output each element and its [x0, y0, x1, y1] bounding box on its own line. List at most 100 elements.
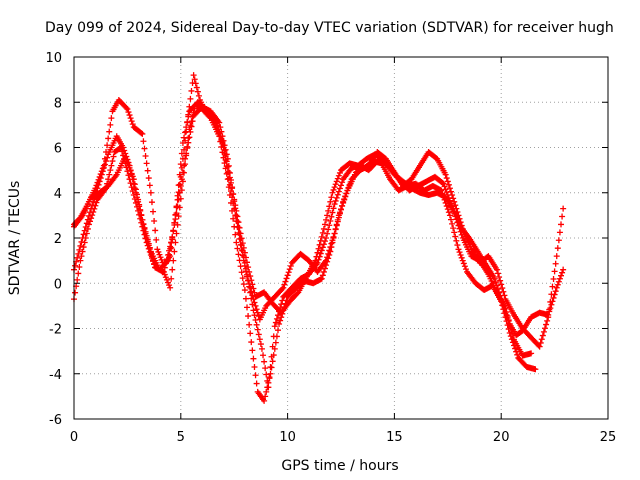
data-point — [450, 225, 457, 232]
data-point — [324, 258, 331, 265]
data-point — [98, 171, 105, 178]
data-point — [269, 358, 276, 365]
data-point — [219, 133, 226, 140]
data-point — [190, 72, 197, 79]
data-point — [558, 272, 565, 279]
data-point — [244, 304, 251, 311]
data-point — [263, 388, 270, 395]
data-point — [108, 115, 115, 122]
data-point — [187, 95, 194, 102]
data-point — [546, 306, 553, 313]
data-point — [315, 245, 322, 252]
data-point — [284, 272, 291, 279]
data-point — [328, 194, 335, 201]
data-point — [329, 189, 336, 196]
data-point — [509, 332, 516, 339]
data-point — [294, 290, 301, 297]
data-point — [252, 302, 259, 309]
y-tick-label: 4 — [54, 187, 62, 202]
data-point — [252, 317, 259, 324]
data-point — [341, 196, 348, 203]
data-point — [549, 283, 556, 290]
data-point — [451, 198, 458, 205]
data-point — [95, 181, 102, 188]
data-point — [461, 263, 468, 270]
data-point — [132, 186, 139, 193]
data-point — [248, 288, 255, 295]
data-point — [249, 347, 256, 354]
data-point — [547, 298, 554, 305]
series-track-c — [71, 101, 539, 404]
data-point — [249, 301, 256, 308]
data-point — [545, 314, 552, 321]
data-point — [279, 285, 286, 292]
data-point — [260, 352, 267, 359]
data-point — [494, 270, 501, 277]
data-point — [449, 220, 456, 227]
data-point — [125, 162, 132, 169]
data-point — [458, 231, 465, 238]
data-point — [84, 225, 91, 232]
data-point — [176, 181, 183, 188]
data-point — [233, 239, 240, 246]
data-point — [502, 305, 509, 312]
data-point — [325, 226, 332, 233]
data-point — [333, 178, 340, 185]
data-point — [253, 380, 260, 387]
data-point — [457, 251, 464, 258]
data-point — [89, 212, 96, 219]
data-point — [222, 146, 229, 153]
data-point — [276, 320, 283, 327]
data-point — [103, 158, 110, 165]
data-point — [217, 124, 224, 131]
data-point — [556, 229, 563, 236]
data-point — [76, 264, 83, 271]
data-point — [329, 239, 336, 246]
data-point — [229, 207, 236, 214]
data-point — [106, 128, 113, 135]
data-point — [280, 284, 287, 291]
data-point — [104, 154, 111, 161]
data-point — [106, 171, 113, 178]
data-point — [555, 278, 562, 285]
y-tick-label: 2 — [54, 232, 62, 247]
data-point — [108, 162, 115, 169]
data-point — [339, 179, 346, 186]
data-point — [552, 260, 559, 267]
data-point — [143, 232, 150, 239]
data-point — [235, 251, 242, 258]
data-point — [231, 198, 238, 205]
y-tick-label: -4 — [49, 368, 62, 383]
data-point — [560, 266, 567, 273]
data-point — [316, 253, 323, 260]
y-tick-label: 8 — [54, 96, 62, 111]
data-point — [141, 145, 148, 152]
data-point — [443, 175, 450, 182]
data-point — [262, 393, 269, 400]
x-tick-label: 10 — [279, 430, 296, 445]
series-track-b — [71, 72, 567, 350]
data-point — [153, 236, 160, 243]
data-point — [82, 235, 89, 241]
data-point — [186, 134, 193, 141]
data-point — [501, 292, 508, 299]
data-point — [326, 251, 333, 258]
data-point — [219, 149, 226, 156]
data-point — [127, 115, 134, 122]
data-point — [189, 118, 196, 125]
data-point — [342, 193, 349, 200]
data-point — [223, 151, 230, 158]
data-point — [550, 276, 557, 283]
data-point — [446, 185, 453, 192]
data-point — [123, 104, 130, 111]
data-point — [220, 137, 227, 144]
data-point — [439, 179, 446, 186]
data-point — [336, 209, 343, 216]
data-point — [164, 257, 171, 264]
data-point — [235, 224, 242, 231]
data-point — [332, 197, 339, 204]
data-point — [239, 275, 246, 282]
data-point — [246, 283, 253, 290]
data-point — [127, 180, 134, 187]
data-point — [185, 111, 192, 118]
